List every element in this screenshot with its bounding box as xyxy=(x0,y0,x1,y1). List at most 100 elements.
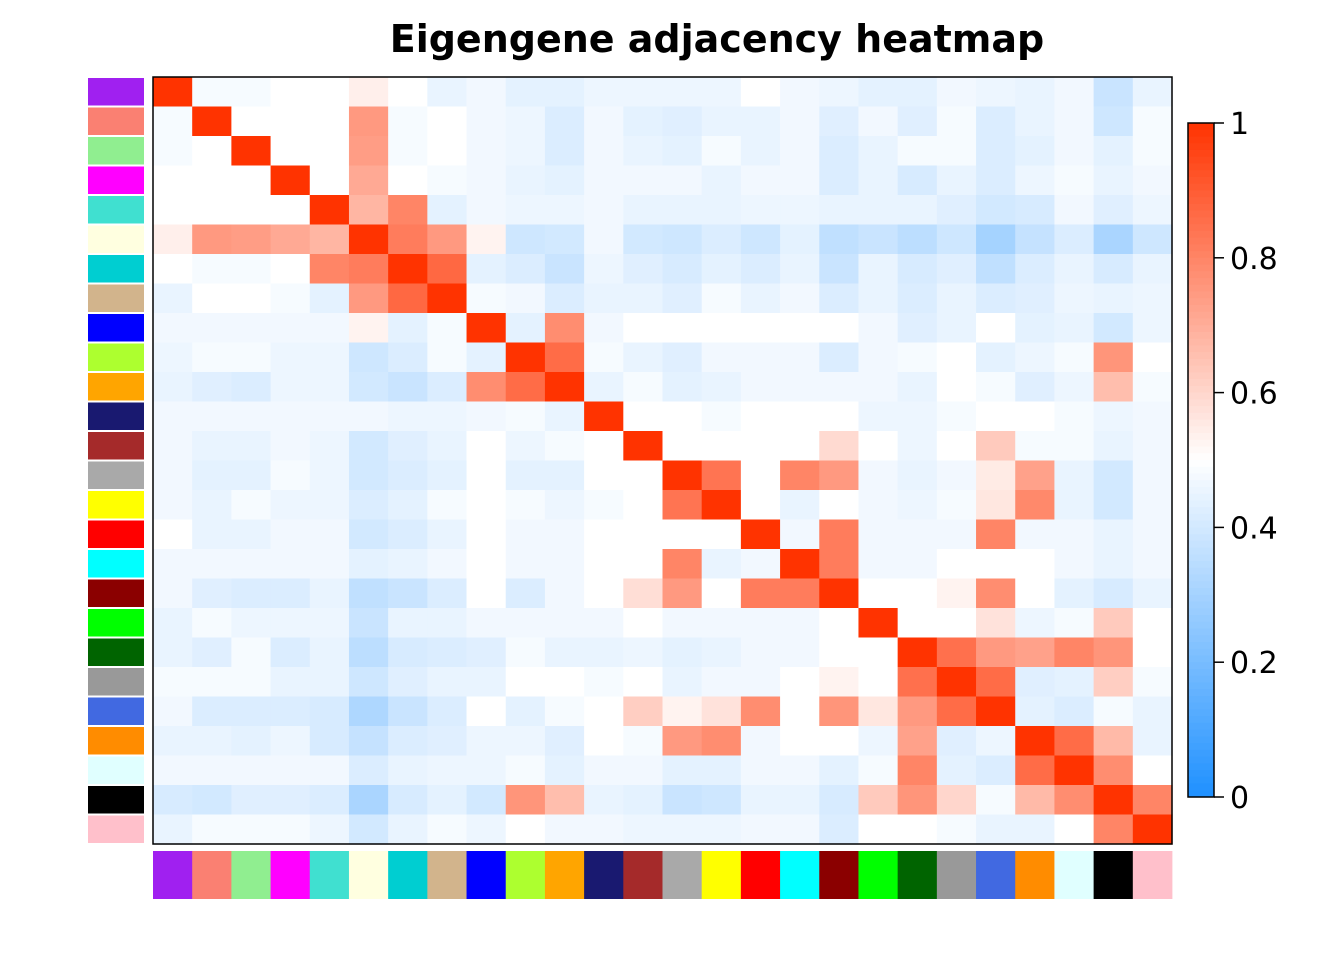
heatmap-cell-lightyellow-darkgrey xyxy=(662,224,703,255)
heatmap-cell-brown-darkred xyxy=(819,431,860,462)
heatmap-cell-darkred-darkgrey xyxy=(662,578,703,609)
heatmap-cell-salmon-purple xyxy=(153,106,193,137)
heatmap-cell-midnightblue-midnightblue xyxy=(584,401,624,432)
heatmap-cell-lightgreen-darkgreen xyxy=(897,136,938,167)
colorbar-gradient-step xyxy=(1188,480,1214,488)
row-module-swatch-red xyxy=(88,520,144,548)
heatmap-cell-greenyellow-blue xyxy=(466,342,507,373)
heatmap-cell-darkorange-darkgreen xyxy=(897,726,938,757)
heatmap-cell-salmon-blue xyxy=(466,106,507,137)
colorbar-gradient-step xyxy=(1188,183,1214,191)
heatmap-cell-yellow-salmon xyxy=(192,490,232,521)
heatmap-cell-red-lightyellow xyxy=(348,519,389,550)
heatmap-cell-orange-brown xyxy=(623,372,664,403)
heatmap-cell-salmon-turquoise xyxy=(309,106,350,137)
colorbar-gradient-step xyxy=(1188,702,1214,710)
heatmap-cell-blue-red xyxy=(740,313,781,344)
colorbar-gradient-step xyxy=(1188,284,1214,292)
heatmap-cell-blue-lightgreen xyxy=(231,313,272,344)
heatmap-cell-lightgreen-purple xyxy=(153,136,193,167)
heatmap-cell-grey60-grey60 xyxy=(936,667,977,698)
heatmap-cell-lightgreen-darkturquoise xyxy=(388,136,428,167)
colorbar-gradient-step xyxy=(1188,493,1214,501)
heatmap-cell-royalblue-grey60 xyxy=(936,696,977,727)
colorbar-gradient-step xyxy=(1188,210,1214,218)
colorbar-gradient-step xyxy=(1188,237,1214,245)
heatmap-cell-yellow-lightcyan xyxy=(1054,490,1095,521)
column-module-swatch-pink xyxy=(1132,851,1173,899)
heatmap-cell-red-darkgreen xyxy=(897,519,938,550)
heatmap-cell-lightyellow-darkorange xyxy=(1015,224,1056,255)
colorbar-gradient-step xyxy=(1188,507,1214,515)
colorbar-gradient-step xyxy=(1188,170,1214,178)
colorbar-gradient-step xyxy=(1188,662,1214,670)
heatmap-cell-lightyellow-salmon xyxy=(192,224,232,255)
heatmap-cell-greenyellow-green xyxy=(858,342,899,373)
heatmap-cell-yellow-darkturquoise xyxy=(388,490,428,521)
heatmap-cell-pink-brown xyxy=(623,814,664,845)
heatmap-cell-darkturquoise-tan xyxy=(427,254,468,285)
heatmap-cell-magenta-greenyellow xyxy=(505,165,546,196)
colorbar-gradient-step xyxy=(1188,588,1214,596)
heatmap-cell-red-darkgrey xyxy=(662,519,703,550)
heatmap-cell-midnightblue-purple xyxy=(153,401,193,432)
heatmap-cell-purple-orange xyxy=(544,77,585,108)
heatmap-cell-black-turquoise xyxy=(309,785,350,816)
heatmap-cell-darkred-tan xyxy=(427,578,468,609)
heatmap-cell-cyan-lightyellow xyxy=(348,549,389,580)
column-module-swatch-lightyellow xyxy=(348,851,389,899)
heatmap-cell-grey60-brown xyxy=(623,667,664,698)
heatmap-cell-darkred-grey60 xyxy=(936,578,977,609)
colorbar-gradient-step xyxy=(1188,372,1214,380)
column-module-swatch-magenta xyxy=(270,851,311,899)
heatmap-cell-royalblue-turquoise xyxy=(309,696,350,727)
heatmap-cell-grey60-tan xyxy=(427,667,468,698)
heatmap-cell-royalblue-yellow xyxy=(701,696,742,727)
heatmap-cell-royalblue-purple xyxy=(153,696,193,727)
heatmap-cell-purple-green xyxy=(858,77,899,108)
heatmap-cell-lightcyan-midnightblue xyxy=(584,755,624,786)
colorbar-gradient-step xyxy=(1188,439,1214,448)
heatmap-cell-darkgrey-brown xyxy=(623,460,664,491)
heatmap-cell-brown-magenta xyxy=(270,431,311,462)
heatmap-cell-darkturquoise-green xyxy=(858,254,899,285)
heatmap-cell-blue-pink xyxy=(1132,313,1173,344)
heatmap-cell-salmon-black xyxy=(1093,106,1134,137)
heatmap-cell-darkgreen-salmon xyxy=(192,637,232,668)
heatmap-cell-blue-darkorange xyxy=(1015,313,1056,344)
colorbar-gradient-step xyxy=(1188,278,1214,286)
heatmap-cell-green-purple xyxy=(153,608,193,639)
heatmap-cell-lightyellow-purple xyxy=(153,224,193,255)
heatmap-cell-darkgreen-black xyxy=(1093,637,1134,668)
colorbar-gradient-step xyxy=(1188,770,1214,778)
heatmap-cell-green-royalblue xyxy=(976,608,1016,639)
colorbar-gradient-step xyxy=(1188,392,1214,400)
heatmap-cell-darkgrey-royalblue xyxy=(976,460,1016,491)
heatmap-cell-salmon-lightcyan xyxy=(1054,106,1095,137)
heatmap-cell-brown-royalblue xyxy=(976,431,1016,462)
heatmap-cell-lightgreen-yellow xyxy=(701,136,742,167)
heatmap-cell-darkgreen-green xyxy=(858,637,899,668)
column-module-color-bars xyxy=(153,851,1173,899)
heatmap-cell-turquoise-darkgreen xyxy=(897,195,938,226)
heatmap-cell-royalblue-darkorange xyxy=(1015,696,1056,727)
heatmap-cell-darkred-black xyxy=(1093,578,1134,609)
column-module-swatch-lightgreen xyxy=(231,851,271,899)
heatmap-cell-darkgreen-red xyxy=(740,637,781,668)
heatmap-cell-pink-darkgreen xyxy=(897,814,938,845)
heatmap-cell-yellow-lightgreen xyxy=(231,490,272,521)
heatmap-cell-blue-darkgrey xyxy=(662,313,703,344)
heatmap-cell-greenyellow-salmon xyxy=(192,342,232,373)
heatmap-cell-purple-midnightblue xyxy=(584,77,624,108)
heatmap-cell-darkgrey-lightyellow xyxy=(348,460,389,491)
heatmap-cell-lightyellow-yellow xyxy=(701,224,742,255)
heatmap-cell-blue-brown xyxy=(623,313,664,344)
heatmap-cell-grey60-orange xyxy=(544,667,585,698)
heatmap-cell-cyan-darkorange xyxy=(1015,549,1056,580)
heatmap-cell-midnightblue-pink xyxy=(1132,401,1173,432)
heatmap-cell-brown-lightcyan xyxy=(1054,431,1095,462)
heatmap-cell-brown-tan xyxy=(427,431,468,462)
heatmap-cell-orange-magenta xyxy=(270,372,311,403)
heatmap-cell-blue-grey60 xyxy=(936,313,977,344)
colorbar-gradient-step xyxy=(1188,648,1214,656)
